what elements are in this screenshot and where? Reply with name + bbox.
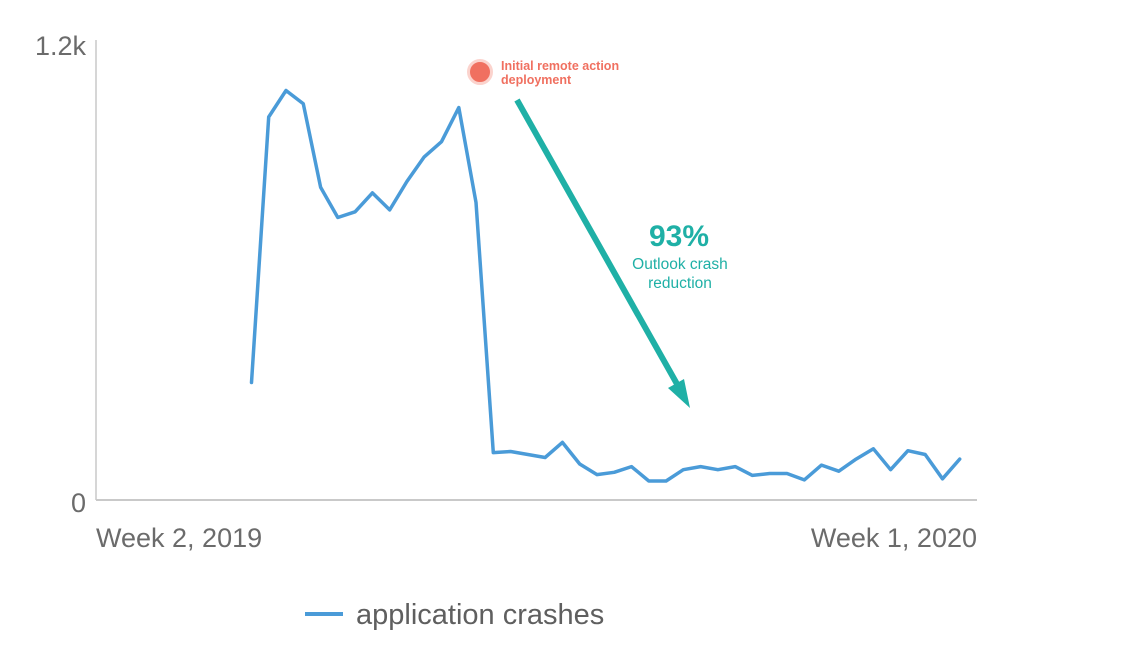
reduction-arrow-icon bbox=[514, 98, 690, 408]
series-line-application-crashes bbox=[249, 88, 962, 483]
deployment-marker-icon bbox=[467, 59, 493, 85]
x-tick-label-end: Week 1, 2020 bbox=[811, 523, 977, 553]
legend-label: application crashes bbox=[356, 599, 604, 631]
deployment-annotation-line-2: deployment bbox=[501, 73, 572, 87]
reduction-percent: 93% bbox=[649, 220, 709, 253]
reduction-label-line-1: Outlook crash bbox=[632, 256, 728, 273]
reduction-label-line-2: reduction bbox=[648, 275, 712, 292]
y-tick-label-min: 0 bbox=[71, 488, 86, 518]
y-tick-label-max: 1.2k bbox=[35, 31, 87, 61]
x-tick-label-start: Week 2, 2019 bbox=[96, 523, 262, 553]
series-layer bbox=[249, 88, 962, 483]
deployment-annotation-line-1: Initial remote action bbox=[501, 59, 619, 73]
